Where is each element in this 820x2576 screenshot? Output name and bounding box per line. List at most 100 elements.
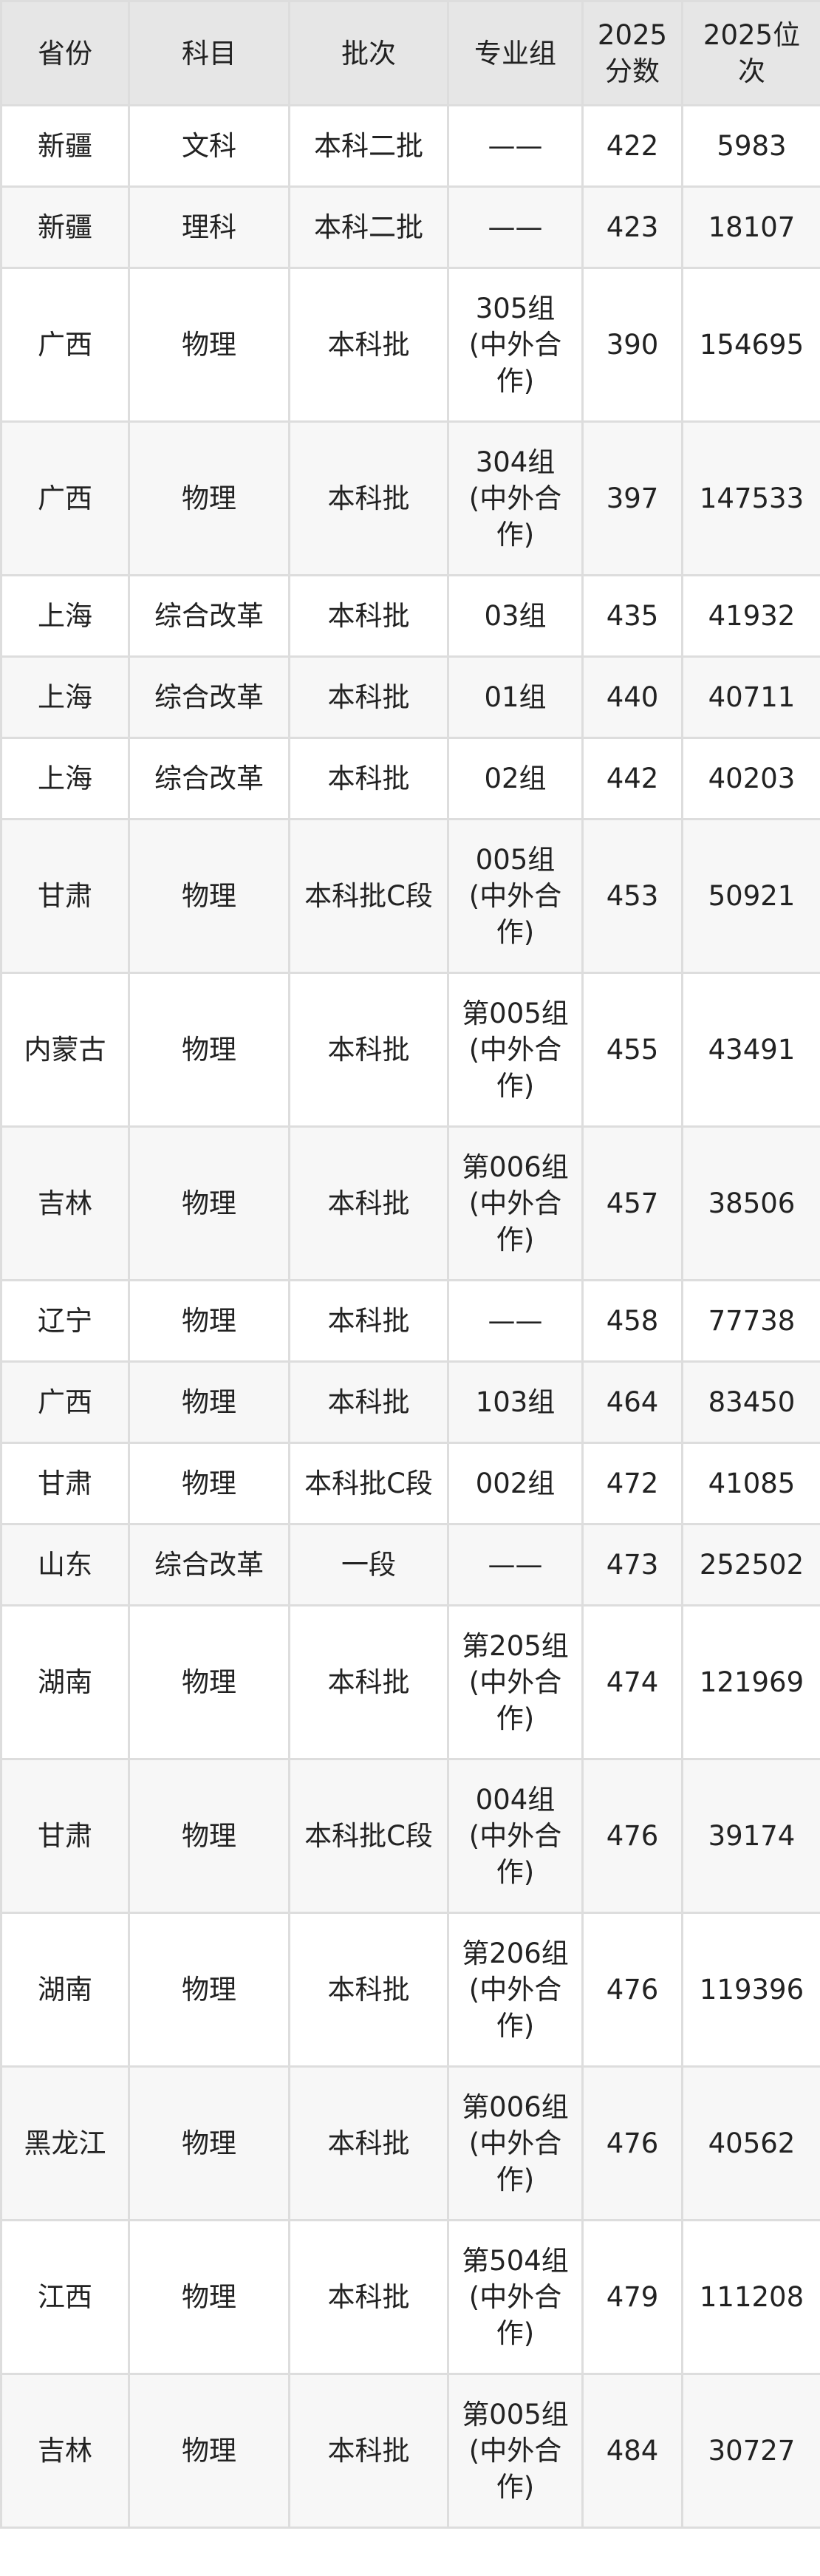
cell-rank: 30727: [681, 2373, 820, 2529]
cell-batch: 本科批: [288, 972, 449, 1128]
cell-score: 473: [581, 1523, 683, 1606]
table-row: 黑龙江 物理 本科批 第006组(中外合作) 476 40562: [0, 2065, 820, 2221]
cell-batch: 本科二批: [288, 104, 449, 188]
cell-batch: 本科批: [288, 420, 449, 576]
cell-score: 472: [581, 1442, 683, 1525]
cell-batch: 本科批: [288, 737, 449, 820]
cell-batch: 本科批: [288, 1125, 449, 1281]
cell-subject: 物理: [128, 1758, 290, 1914]
header-batch: 批次: [288, 0, 449, 106]
cell-province: 上海: [0, 737, 130, 820]
cell-subject: 物理: [128, 1604, 290, 1760]
table-row: 广西 物理 本科批 304组(中外合作) 397 147533: [0, 420, 820, 576]
table-row: 新疆 理科 本科二批 —— 423 18107: [0, 185, 820, 269]
table-row: 新疆 文科 本科二批 —— 422 5983: [0, 104, 820, 188]
cell-province: 广西: [0, 1360, 130, 1444]
cell-province: 湖南: [0, 1604, 130, 1760]
cell-score: 479: [581, 2219, 683, 2375]
table-row: 吉林 物理 本科批 第005组(中外合作) 484 30727: [0, 2373, 820, 2529]
cell-rank: 77738: [681, 1279, 820, 1363]
table-row: 上海 综合改革 本科批 01组 440 40711: [0, 655, 820, 739]
cell-major-group: 004组(中外合作): [447, 1758, 584, 1914]
cell-major-group: 第504组(中外合作): [447, 2219, 584, 2375]
cell-rank: 50921: [681, 818, 820, 974]
cell-major-group: 第006组(中外合作): [447, 2065, 584, 2221]
cell-province: 山东: [0, 1523, 130, 1606]
cell-major-group: 305组(中外合作): [447, 267, 584, 423]
cell-major-group: 304组(中外合作): [447, 420, 584, 576]
cell-score: 442: [581, 737, 683, 820]
cell-subject: 物理: [128, 818, 290, 974]
cell-score: 390: [581, 267, 683, 423]
cell-score: 453: [581, 818, 683, 974]
cell-subject: 综合改革: [128, 1523, 290, 1606]
cell-province: 吉林: [0, 2373, 130, 2529]
cell-score: 435: [581, 574, 683, 658]
table-row: 山东 综合改革 一段 —— 473 252502: [0, 1523, 820, 1606]
cell-rank: 43491: [681, 972, 820, 1128]
table-row: 上海 综合改革 本科批 03组 435 41932: [0, 574, 820, 658]
cell-subject: 物理: [128, 1125, 290, 1281]
cell-province: 江西: [0, 2219, 130, 2375]
cell-rank: 111208: [681, 2219, 820, 2375]
cell-score: 458: [581, 1279, 683, 1363]
cell-batch: 本科批: [288, 267, 449, 423]
cell-batch: 本科批: [288, 1604, 449, 1760]
cell-subject: 综合改革: [128, 737, 290, 820]
table-header-row: 省份 科目 批次 专业组 2025分数 2025位次: [0, 0, 820, 106]
cell-score: 455: [581, 972, 683, 1128]
table-row: 甘肃 物理 本科批C段 002组 472 41085: [0, 1442, 820, 1525]
cell-batch: 本科批: [288, 2373, 449, 2529]
cell-province: 甘肃: [0, 1758, 130, 1914]
table-row: 上海 综合改革 本科批 02组 442 40203: [0, 737, 820, 820]
cell-rank: 147533: [681, 420, 820, 576]
cell-batch: 本科二批: [288, 185, 449, 269]
cell-rank: 121969: [681, 1604, 820, 1760]
cell-province: 上海: [0, 655, 130, 739]
cell-major-group: 002组: [447, 1442, 584, 1525]
cell-subject: 物理: [128, 2219, 290, 2375]
cell-batch: 本科批: [288, 655, 449, 739]
cell-major-group: 103组: [447, 1360, 584, 1444]
cell-major-group: ——: [447, 104, 584, 188]
cell-batch: 本科批C段: [288, 1758, 449, 1914]
cell-province: 广西: [0, 420, 130, 576]
cell-province: 辽宁: [0, 1279, 130, 1363]
cell-rank: 41085: [681, 1442, 820, 1525]
cell-score: 464: [581, 1360, 683, 1444]
cell-subject: 物理: [128, 2373, 290, 2529]
table-row: 湖南 物理 本科批 第205组(中外合作) 474 121969: [0, 1604, 820, 1760]
cell-batch: 本科批: [288, 1279, 449, 1363]
cell-major-group: 第005组(中外合作): [447, 2373, 584, 2529]
cell-score: 476: [581, 1758, 683, 1914]
cell-major-group: ——: [447, 1523, 584, 1606]
cell-subject: 物理: [128, 1279, 290, 1363]
cell-province: 吉林: [0, 1125, 130, 1281]
table-row: 内蒙古 物理 本科批 第005组(中外合作) 455 43491: [0, 972, 820, 1128]
cell-major-group: 第205组(中外合作): [447, 1604, 584, 1760]
cell-score: 476: [581, 2065, 683, 2221]
cell-batch: 本科批: [288, 574, 449, 658]
cell-rank: 119396: [681, 1912, 820, 2068]
header-subject: 科目: [128, 0, 290, 106]
cell-rank: 18107: [681, 185, 820, 269]
cell-province: 湖南: [0, 1912, 130, 2068]
cell-major-group: 第006组(中外合作): [447, 1125, 584, 1281]
cell-subject: 理科: [128, 185, 290, 269]
table-row: 湖南 物理 本科批 第206组(中外合作) 476 119396: [0, 1912, 820, 2068]
cell-rank: 83450: [681, 1360, 820, 1444]
cell-province: 新疆: [0, 185, 130, 269]
table-row: 甘肃 物理 本科批C段 004组(中外合作) 476 39174: [0, 1758, 820, 1914]
cell-rank: 252502: [681, 1523, 820, 1606]
cell-subject: 物理: [128, 1360, 290, 1444]
cell-batch: 本科批C段: [288, 1442, 449, 1525]
cell-province: 上海: [0, 574, 130, 658]
cell-batch: 一段: [288, 1523, 449, 1606]
table-row: 广西 物理 本科批 305组(中外合作) 390 154695: [0, 267, 820, 423]
cell-subject: 文科: [128, 104, 290, 188]
cell-rank: 38506: [681, 1125, 820, 1281]
cell-score: 484: [581, 2373, 683, 2529]
cell-subject: 综合改革: [128, 655, 290, 739]
cell-score: 457: [581, 1125, 683, 1281]
cell-major-group: ——: [447, 1279, 584, 1363]
